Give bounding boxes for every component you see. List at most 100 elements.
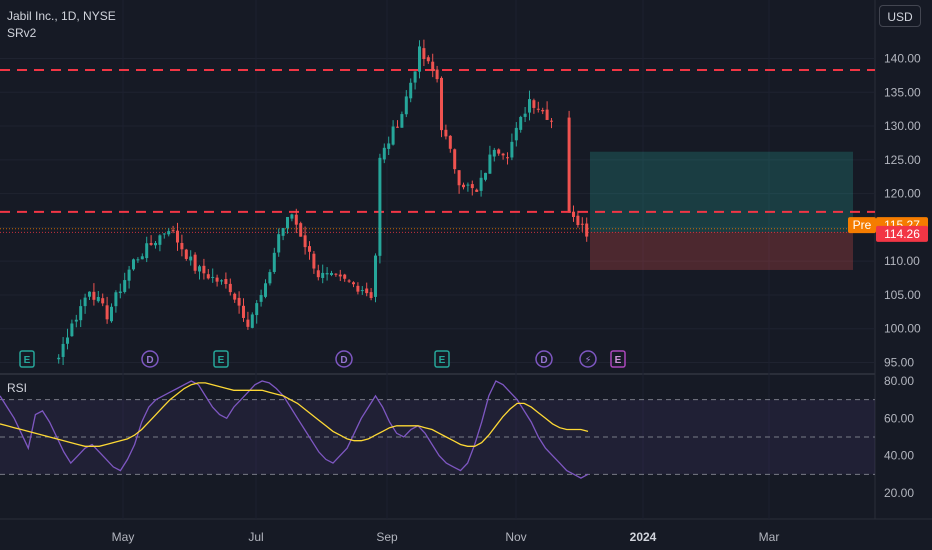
- candle-body: [110, 306, 113, 322]
- candle-body: [391, 126, 395, 145]
- event-marker-dividend[interactable]: [335, 350, 353, 368]
- position-target-zone[interactable]: [590, 151, 853, 233]
- rsi-tick-label: 40.00: [884, 449, 914, 463]
- candle-body: [457, 170, 461, 186]
- candle-body: [167, 231, 171, 235]
- event-marker-label: D: [540, 355, 547, 366]
- price-tick-label: 95.00: [884, 356, 914, 370]
- candle-body: [347, 280, 351, 282]
- price-tick-label: 140.00: [884, 52, 921, 66]
- candle-body: [118, 291, 122, 294]
- candle-body: [501, 153, 505, 156]
- event-marker-label: E: [218, 355, 225, 366]
- candle-body: [365, 288, 369, 294]
- event-marker-label: E: [24, 355, 31, 366]
- candle-body: [277, 234, 281, 253]
- candle-body: [290, 214, 294, 219]
- candle-body: [70, 323, 74, 337]
- candle-body: [202, 265, 206, 274]
- candle-body: [572, 211, 575, 217]
- candle-body: [580, 223, 584, 225]
- time-axis: May Jul Sep Nov 2024 Mar: [112, 530, 780, 544]
- candle-body: [400, 114, 404, 128]
- candle-body: [506, 157, 509, 159]
- candle-body: [132, 259, 135, 270]
- candle-body: [466, 184, 470, 186]
- candle-body: [123, 280, 127, 292]
- candle-body: [418, 46, 421, 72]
- candle-body: [92, 291, 96, 300]
- rsi-ma-line: [0, 382, 589, 447]
- event-marker-dividend[interactable]: [141, 350, 159, 368]
- event-marker-earnings[interactable]: [213, 350, 229, 368]
- candle-body: [303, 235, 307, 248]
- candle-body: [136, 259, 140, 261]
- support-resistance-levels: [0, 68, 875, 233]
- candle-body: [233, 293, 237, 300]
- candle-body: [294, 214, 298, 225]
- price-tag-badge: [848, 217, 876, 234]
- candle-body: [255, 303, 259, 316]
- candle-body: [228, 283, 232, 293]
- candle-body: [514, 127, 518, 141]
- time-tick-label: Mar: [759, 530, 780, 544]
- candle-body: [237, 297, 241, 306]
- time-tick-label: Jul: [248, 530, 263, 544]
- time-tick-label: Nov: [505, 530, 526, 544]
- gridlines: [0, 0, 875, 519]
- candle-body: [440, 77, 443, 131]
- candle-body: [176, 230, 179, 243]
- rsi-line: [0, 380, 589, 479]
- price-tick-label: 110.00: [884, 254, 920, 268]
- candle-body: [83, 297, 87, 307]
- chart-header-indicator[interactable]: SRv2: [7, 26, 37, 40]
- event-marker-earnings[interactable]: [610, 350, 626, 368]
- candle-body: [299, 223, 303, 237]
- chart-header-symbol: Jabil Inc., 1D, NYSE: [7, 9, 116, 23]
- time-tick-label: May: [112, 530, 135, 544]
- candle-body: [88, 291, 91, 297]
- candle-body: [338, 274, 342, 277]
- time-tick-label: 2024: [630, 530, 657, 544]
- price-tick-label: 135.00: [884, 85, 921, 99]
- candle-body: [145, 243, 149, 259]
- candle-body: [211, 276, 215, 278]
- candle-body: [66, 337, 69, 344]
- candle-body: [325, 273, 329, 275]
- candle-body: [57, 357, 61, 360]
- candle-body: [382, 147, 386, 160]
- candle-body: [435, 69, 439, 80]
- candle-body: [488, 154, 492, 174]
- event-marker-earnings[interactable]: [434, 350, 450, 368]
- event-marker-earnings[interactable]: [19, 350, 35, 368]
- candle-body: [259, 295, 263, 302]
- candle-body: [264, 283, 267, 297]
- candle-body: [224, 279, 228, 285]
- candle-body: [413, 71, 417, 83]
- candle-body: [198, 266, 201, 272]
- rsi-label: RSI: [7, 381, 27, 395]
- rsi-series: [0, 380, 875, 479]
- event-marker-split[interactable]: [579, 350, 597, 368]
- event-markers: E D E D E D ⚡ E: [19, 350, 626, 368]
- candle-body: [334, 273, 338, 275]
- time-tick-label: Sep: [376, 530, 398, 544]
- candle-body: [321, 272, 325, 278]
- rsi-tick-label: 60.00: [884, 411, 914, 425]
- long-position-tool[interactable]: [590, 151, 853, 270]
- price-tag-value: 114.26: [884, 227, 920, 241]
- candle-body: [374, 255, 377, 297]
- rsi-tick-label: 20.00: [884, 486, 914, 500]
- price-tick-label: 120.00: [884, 187, 921, 201]
- candle-body: [220, 280, 223, 282]
- position-stop-zone[interactable]: [590, 232, 853, 270]
- event-marker-dividend[interactable]: [535, 350, 553, 368]
- candle-body: [105, 305, 109, 320]
- candle-body: [492, 149, 496, 157]
- currency-button[interactable]: USD: [879, 5, 921, 27]
- candle-body: [308, 246, 311, 252]
- candle-body: [541, 109, 545, 112]
- candle-body: [268, 272, 272, 284]
